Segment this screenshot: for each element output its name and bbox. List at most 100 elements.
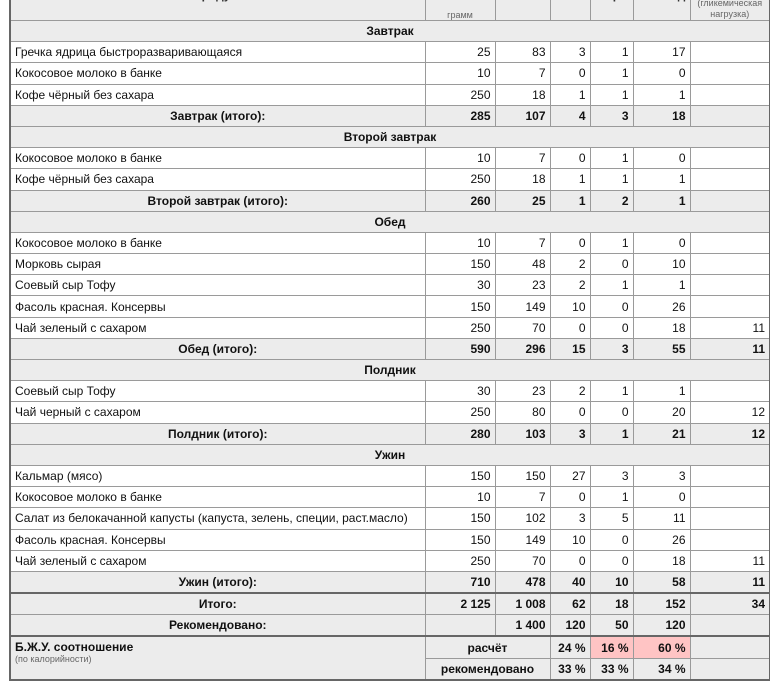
fat-cell: 3 (589, 104, 634, 127)
carbs-cell: 0 (632, 486, 691, 509)
carbs-cell: 20 (632, 401, 691, 424)
protein-cell: 4 (549, 104, 591, 127)
section-header: Завтрак (9, 19, 770, 43)
grams-cell: 10 (424, 62, 496, 85)
gl-cell (689, 189, 770, 212)
kcal-cell: 23 (494, 380, 551, 403)
row-label: Полдник (итого): (9, 422, 426, 445)
grams-cell: 150 (424, 528, 496, 551)
table-row: Фасоль красная. Консервы 150 149 10 0 26 (9, 528, 770, 551)
grams-cell: 250 (424, 168, 496, 191)
row-label: Кокосовое молоко в банке (9, 62, 426, 85)
carbs-cell: 26 (632, 528, 691, 551)
fat-cell: 0 (589, 401, 634, 424)
bju-calc-protein: 24 % (549, 635, 591, 659)
protein-cell: 2 (549, 274, 591, 297)
grams-cell: 10 (424, 486, 496, 509)
fat-cell: 1 (589, 486, 634, 509)
row-label: Фасоль красная. Консервы (9, 295, 426, 318)
fat-cell: 1 (589, 231, 634, 255)
bju-calc-label: расчёт (424, 635, 551, 659)
protein-cell: 3 (549, 507, 591, 530)
kcal-cell: 80 (494, 401, 551, 424)
kcal-cell: 102 (494, 507, 551, 530)
grams-cell: 710 (424, 570, 496, 594)
gl-cell (689, 231, 770, 255)
protein-cell: 3 (549, 41, 591, 64)
section-title: Обед (9, 210, 770, 233)
gl-cell (689, 147, 770, 170)
section-header: Второй завтрак (9, 125, 770, 149)
bju-subtitle: (по калорийности) (15, 654, 92, 665)
section-title: Второй завтрак (9, 125, 770, 149)
kcal-cell: 70 (494, 549, 551, 572)
bju-calc-row: Б.Ж.У. соотношение (по калорийности) расч… (9, 635, 770, 681)
carbs-cell: 0 (632, 62, 691, 85)
row-label: Гречка ядрица быстроразваривающаяся (9, 41, 426, 64)
kcal-cell: 149 (494, 528, 551, 551)
grams-cell (424, 614, 496, 637)
protein-cell: 0 (549, 62, 591, 85)
fat-cell: 0 (589, 549, 634, 572)
nutrition-table-container: Продукт грамм Ккал Белки Жиры Углеводы (… (9, 0, 770, 681)
table-row: Чай зеленый с сахаром 250 70 0 0 18 11 (9, 549, 770, 572)
empty-cell (689, 635, 770, 659)
carbs-cell: 18 (632, 549, 691, 572)
row-label: Кокосовое молоко в банке (9, 147, 426, 170)
protein-cell: 27 (549, 464, 591, 488)
fat-cell: 0 (589, 253, 634, 276)
protein-cell: 3 (549, 422, 591, 445)
fat-cell: 0 (589, 528, 634, 551)
gl-cell (689, 104, 770, 127)
kcal-cell: 478 (494, 570, 551, 594)
header-gl: (гликемическая нагрузка) (689, 0, 770, 21)
carbs-cell: 58 (632, 570, 691, 594)
protein-cell: 10 (549, 528, 591, 551)
table-row: Морковь сырая 150 48 2 0 10 (9, 253, 770, 276)
nutrition-table: Продукт грамм Ккал Белки Жиры Углеводы (… (9, 0, 770, 681)
fat-cell: 5 (589, 507, 634, 530)
fat-cell: 50 (589, 614, 634, 637)
kcal-cell: 149 (494, 295, 551, 318)
row-label: Кокосовое молоко в банке (9, 486, 426, 509)
row-label: Чай черный с сахаром (9, 401, 426, 424)
grams-cell: 10 (424, 231, 496, 255)
section-title: Ужин (9, 443, 770, 466)
section-title: Полдник (9, 358, 770, 382)
kcal-cell: 83 (494, 41, 551, 64)
fat-cell: 2 (589, 189, 634, 212)
protein-cell: 1 (549, 189, 591, 212)
row-label: Соевый сыр Тофу (9, 274, 426, 297)
protein-cell: 0 (549, 231, 591, 255)
section-header: Обед (9, 210, 770, 233)
header-product: Продукт (9, 0, 426, 21)
row-label: Соевый сыр Тофу (9, 380, 426, 403)
gl-cell: 34 (689, 592, 770, 616)
protein-cell: 2 (549, 380, 591, 403)
table-row: Салат из белокачанной капусты (капуста, … (9, 507, 770, 530)
bju-title: Б.Ж.У. соотношение (15, 640, 134, 655)
protein-cell: 0 (549, 486, 591, 509)
kcal-cell: 48 (494, 253, 551, 276)
row-label: Чай зеленый с сахаром (9, 549, 426, 572)
gl-cell (689, 83, 770, 106)
gl-cell (689, 274, 770, 297)
carbs-cell: 1 (632, 83, 691, 106)
grams-cell: 285 (424, 104, 496, 127)
table-row: Кальмар (мясо) 150 150 27 3 3 (9, 464, 770, 488)
gl-cell: 12 (689, 422, 770, 445)
row-label: Морковь сырая (9, 253, 426, 276)
section-total-row: Второй завтрак (итого): 260 25 1 2 1 (9, 189, 770, 212)
row-label: Кальмар (мясо) (9, 464, 426, 488)
row-label: Рекомендовано: (9, 614, 426, 637)
table-row: Кокосовое молоко в банке 10 7 0 1 0 (9, 486, 770, 509)
grams-cell: 250 (424, 83, 496, 106)
bju-rec-protein: 33 % (549, 657, 591, 681)
row-label: Обед (итого): (9, 337, 426, 361)
kcal-cell: 150 (494, 464, 551, 488)
carbs-cell: 21 (632, 422, 691, 445)
carbs-cell: 3 (632, 464, 691, 488)
fat-cell: 1 (589, 62, 634, 85)
kcal-cell: 107 (494, 104, 551, 127)
fat-cell: 1 (589, 83, 634, 106)
